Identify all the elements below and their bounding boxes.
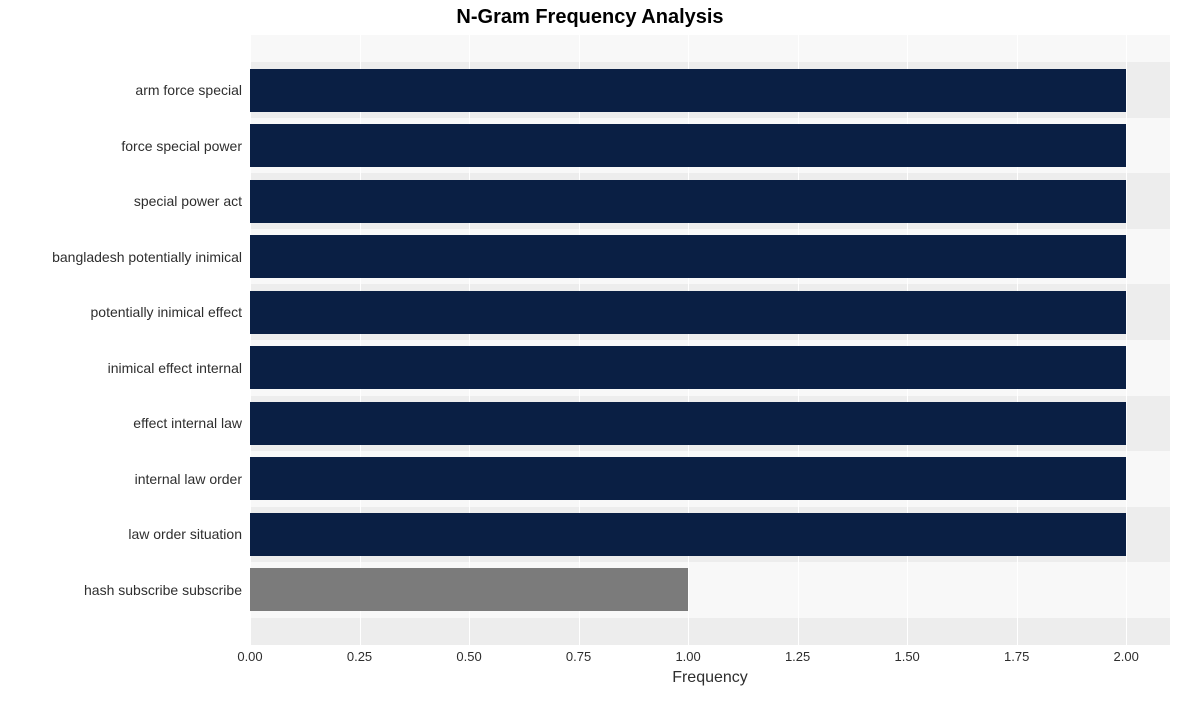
x-tick-label: 0.00 [237, 649, 262, 664]
x-tick-label: 1.00 [675, 649, 700, 664]
ngram-chart: N-Gram Frequency Analysis arm force spec… [0, 0, 1180, 697]
y-tick-label: bangladesh potentially inimical [52, 249, 242, 265]
plot-area: arm force special force special power spec… [10, 35, 1170, 645]
y-tick-label: inimical effect internal [108, 360, 242, 376]
y-tick-label: arm force special [135, 82, 242, 98]
x-tick-label: 2.00 [1114, 649, 1139, 664]
bar [250, 346, 1126, 389]
x-tick-label: 0.50 [456, 649, 481, 664]
y-axis: arm force special force special power spec… [10, 35, 250, 645]
x-tick-label: 1.50 [894, 649, 919, 664]
y-tick-label: internal law order [135, 471, 242, 487]
x-tick-label: 1.75 [1004, 649, 1029, 664]
bar [250, 69, 1126, 112]
x-tick-label: 0.75 [566, 649, 591, 664]
x-tick-label: 1.25 [785, 649, 810, 664]
gridline [1126, 35, 1127, 645]
bar [250, 291, 1126, 334]
y-tick-label: law order situation [128, 526, 242, 542]
y-tick-label: special power act [134, 193, 242, 209]
y-tick-label: force special power [121, 138, 242, 154]
x-axis-ticks: 0.000.250.500.751.001.251.501.752.00 [250, 645, 1170, 667]
bar [250, 568, 688, 611]
bar [250, 180, 1126, 223]
bar [250, 124, 1126, 167]
y-tick-label: effect internal law [133, 415, 242, 431]
x-axis-title: Frequency [250, 669, 1170, 687]
chart-title: N-Gram Frequency Analysis [10, 6, 1170, 29]
y-tick-label: hash subscribe subscribe [84, 582, 242, 598]
bar [250, 457, 1126, 500]
bg-stripe [250, 35, 1170, 62]
bar [250, 402, 1126, 445]
bg-stripe [250, 618, 1170, 645]
bar [250, 513, 1126, 556]
x-tick-label: 0.25 [347, 649, 372, 664]
bar [250, 235, 1126, 278]
y-tick-label: potentially inimical effect [91, 304, 242, 320]
plot-panel [250, 35, 1170, 645]
